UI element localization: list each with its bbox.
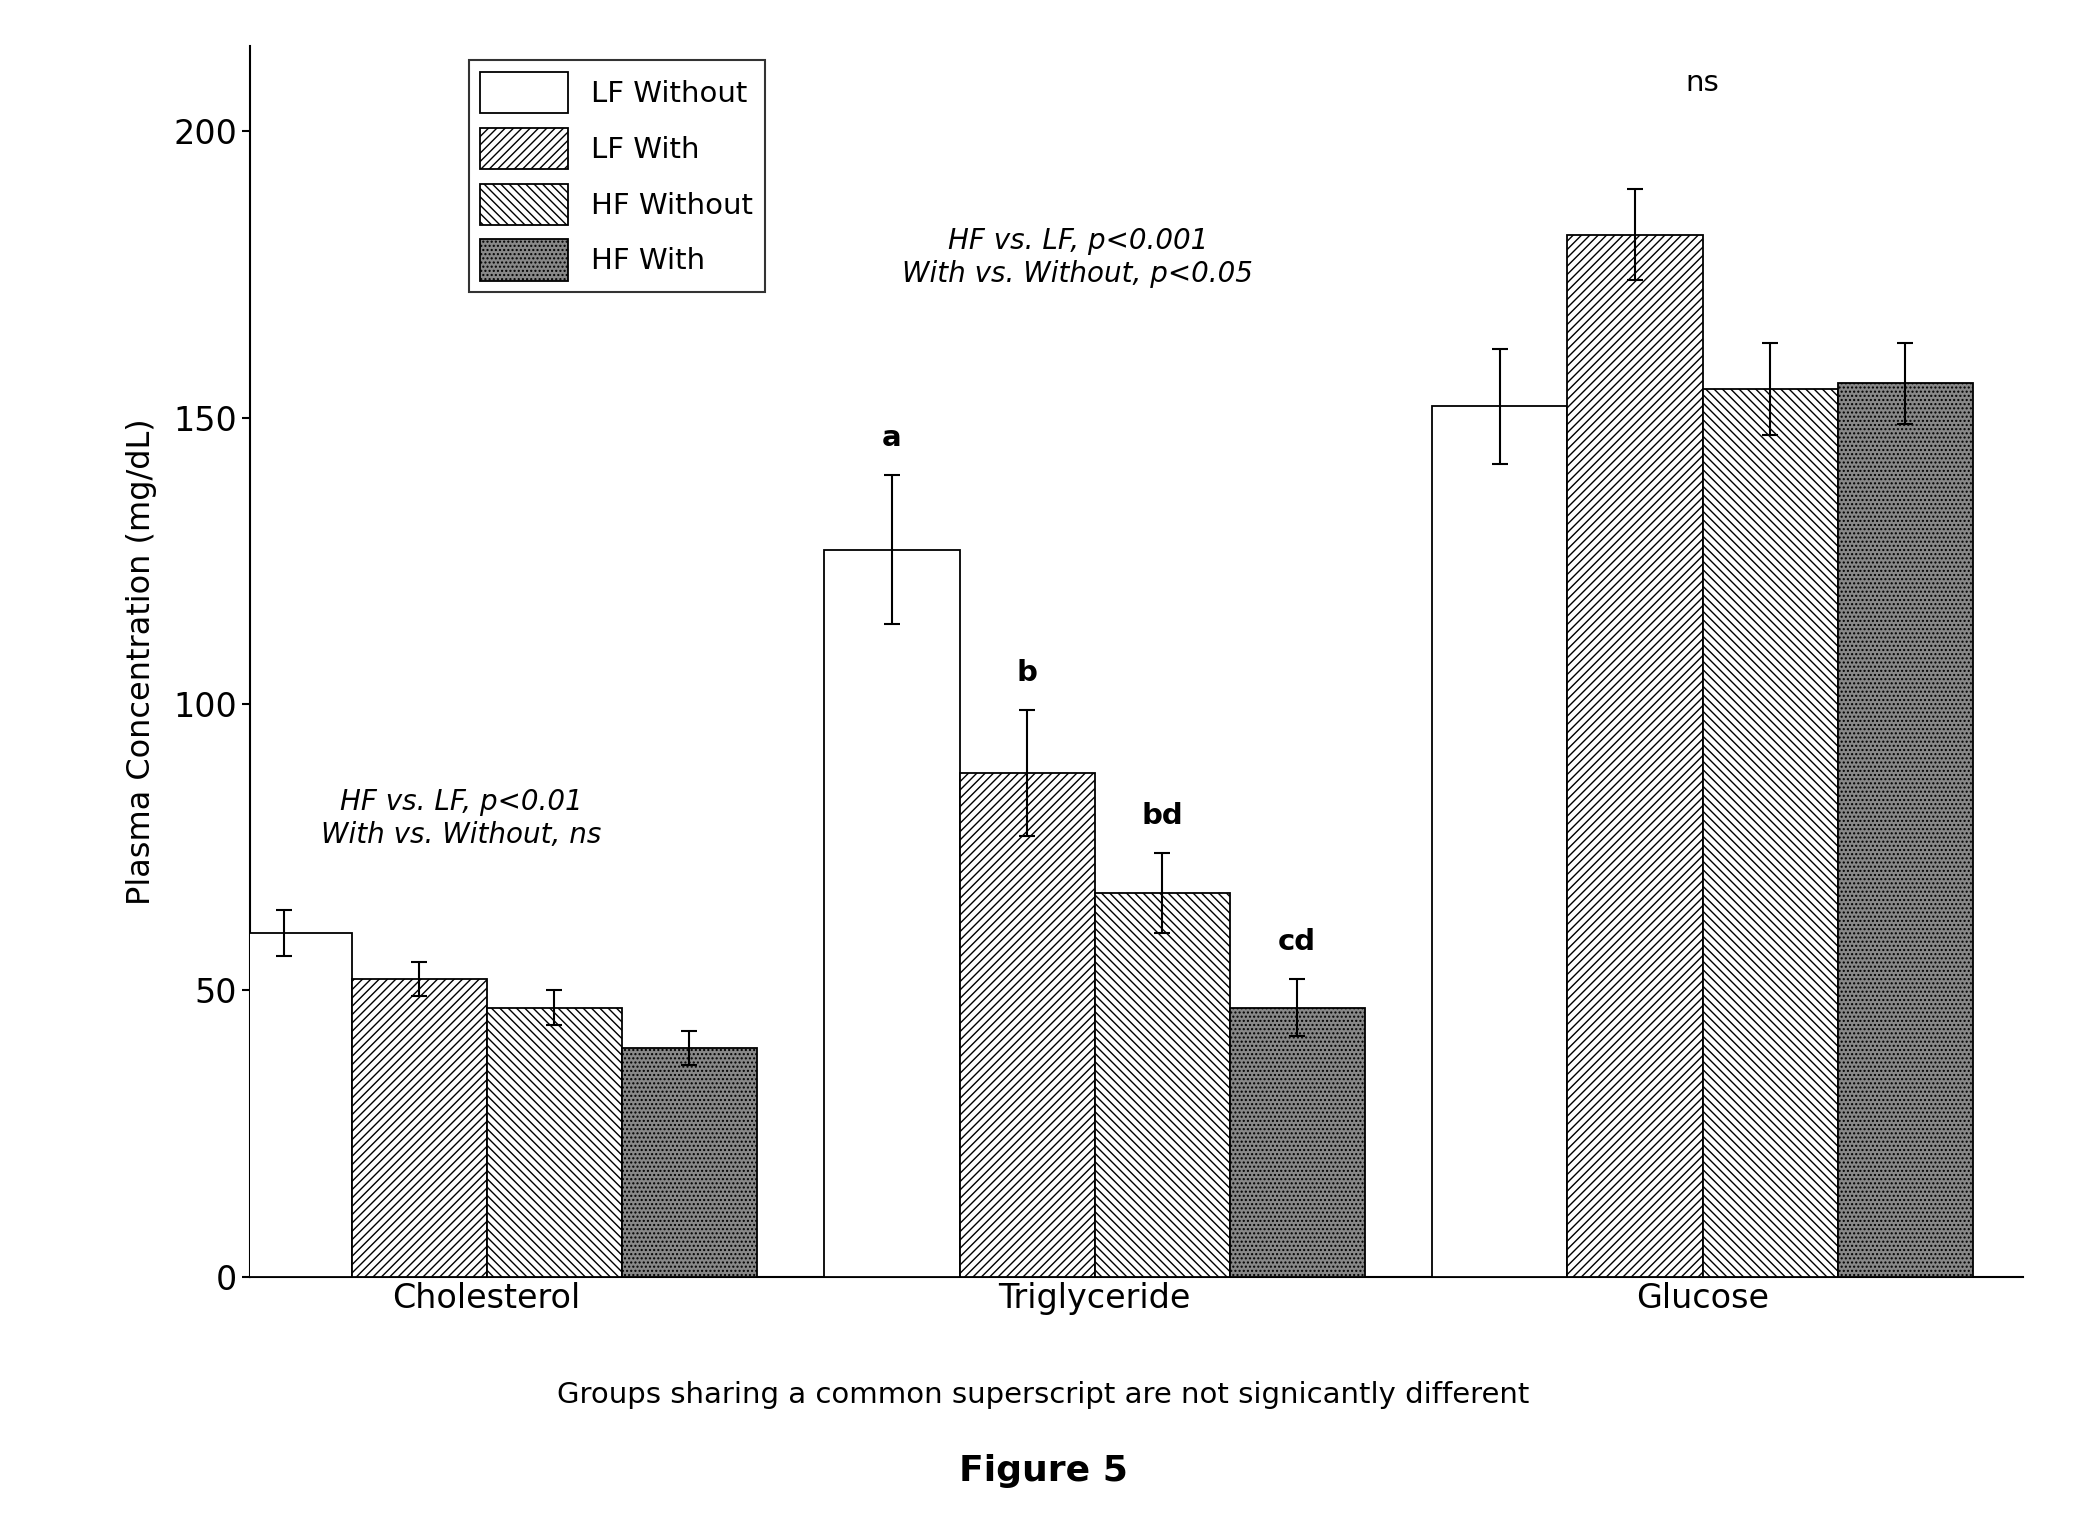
Bar	[1838, 383, 1973, 1277]
Bar	[1231, 1008, 1364, 1277]
Bar	[960, 772, 1095, 1277]
Y-axis label: Plasma Concentration (mg/dL): Plasma Concentration (mg/dL)	[125, 418, 156, 904]
Text: Groups sharing a common superscript are not signicantly different: Groups sharing a common superscript are …	[557, 1382, 1529, 1409]
Bar	[217, 933, 353, 1277]
Text: ns: ns	[1685, 68, 1719, 97]
Bar	[1095, 894, 1231, 1277]
Text: a: a	[882, 424, 901, 451]
Text: b: b	[1016, 660, 1037, 687]
Text: Figure 5: Figure 5	[960, 1455, 1126, 1488]
Text: bd: bd	[1141, 803, 1183, 830]
Text: cd: cd	[1279, 929, 1316, 956]
Text: HF vs. LF, p<0.01
With vs. Without, ns: HF vs. LF, p<0.01 With vs. Without, ns	[321, 789, 601, 848]
Bar	[1433, 406, 1567, 1277]
Bar	[824, 550, 960, 1277]
Legend: LF Without, LF With, HF Without, HF With: LF Without, LF With, HF Without, HF With	[469, 61, 766, 292]
Bar	[1702, 389, 1838, 1277]
Bar	[353, 979, 486, 1277]
Bar	[622, 1047, 757, 1277]
Text: HF vs. LF, p<0.001
With vs. Without, p<0.05: HF vs. LF, p<0.001 With vs. Without, p<0…	[903, 228, 1254, 287]
Bar	[1567, 234, 1702, 1277]
Bar	[486, 1008, 622, 1277]
